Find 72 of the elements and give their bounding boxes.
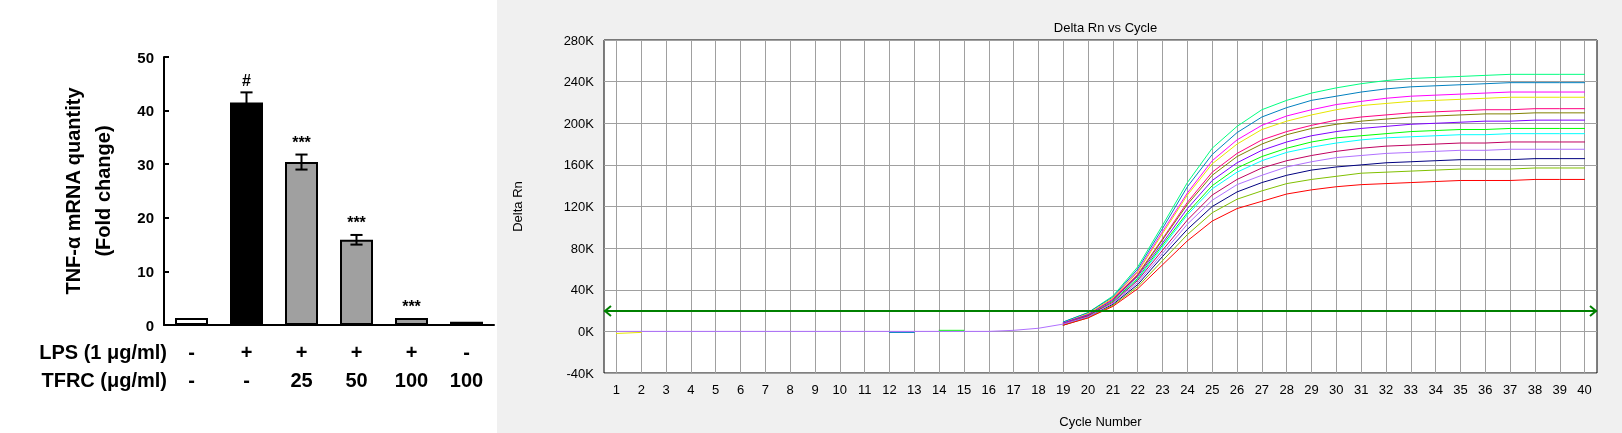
x-tick-label: 11 [857,382,872,397]
x-tick-label: 17 [1006,382,1021,397]
x-tick-label: 12 [882,382,897,397]
y-tick-label: 20 [137,209,154,227]
data-label: *** [402,297,422,315]
x-tick-label: - 100 [449,341,484,391]
y-tick-label: 10 [137,262,154,280]
x-tick-label: + 100 [394,341,429,391]
x-tick-label: 6 [736,382,745,397]
x-tick-label: 27 [1254,382,1270,397]
x-tick-label: 14 [931,382,947,397]
data-label: # [242,71,252,89]
y-tick-label: 280K [563,32,595,48]
x-tick-label: 9 [811,382,819,397]
data-label: *** [292,134,312,152]
x-tick-label: 20 [1080,382,1096,397]
y-tick-label: 30 [137,155,154,173]
x-tick-label: 32 [1378,382,1394,397]
x-axis-title: Cycle Number [1059,414,1143,429]
text: LPS (1 μg/ml) [39,341,167,363]
x-tick-label: 21 [1105,382,1121,397]
x-tick-label: - - [188,341,195,391]
x-tick-label: 10 [832,382,848,397]
y-tick-label: -40K [566,365,595,381]
text: TFRC (μg/ml) [41,369,167,391]
x-tick-label: 13 [907,382,922,397]
x-tick-label: + 50 [345,341,368,391]
x-tick-label: + - [240,341,253,391]
y-axis-title: Delta Rn [510,181,525,232]
x-tick-label: 36 [1478,382,1493,397]
x-tick-label: 34 [1428,382,1443,397]
x-tick-label: 18 [1031,382,1046,397]
y-tick-label: 240K [563,74,595,90]
x-tick-label: 23 [1155,382,1170,397]
x-tick-label: 8 [786,382,794,397]
x-tick-label: 4 [687,382,695,397]
x-tick-label: 29 [1304,382,1319,397]
x-tick-label: 2 [637,382,645,397]
x-tick-label: 38 [1527,382,1543,397]
y-axis-title: TNF-α mRNA quantity (Fold change) [62,86,114,295]
x-tick-label: 15 [956,382,972,397]
y-tick-label: 120K [563,199,595,214]
y-tick-label: 200K [563,115,595,131]
x-tick-label: 28 [1279,382,1294,397]
y-tick-label: 80K [570,240,595,256]
x-tick-label: 37 [1502,382,1518,397]
x-tick-label: 35 [1453,382,1468,397]
y-tick-label: 50 [137,48,154,66]
y-tick-label: 160K [563,157,595,173]
y-tick-label: 40 [137,102,154,120]
x-tick-label: 1 [612,382,621,397]
x-tick-label: 30 [1329,382,1344,397]
x-tick-label: 5 [712,382,720,397]
line-series [615,148,1586,332]
x-tick-label: 3 [662,382,670,397]
x-tick-label: 33 [1403,382,1419,397]
x-tick-label: 22 [1130,382,1145,397]
chart-title: Delta Rn vs Cycle [1053,20,1158,35]
x-tick-label: 16 [981,382,997,397]
x-tick-label: + 25 [290,341,313,391]
y-tick-label: 0 [145,316,154,334]
x-tick-label: 19 [1056,382,1071,397]
y-tick-label: 0K [578,323,595,339]
x-tick-label: 25 [1204,382,1220,397]
data-label: *** [347,214,367,232]
x-tick-label: 24 [1180,382,1195,397]
x-tick-label: 39 [1552,382,1567,397]
x-tick-label: 31 [1353,382,1369,397]
y-tick-label: 40K [570,282,595,298]
x-tick-label: 40 [1577,382,1592,397]
x-tick-label: 7 [761,382,769,397]
x-tick-label: 26 [1229,382,1245,397]
